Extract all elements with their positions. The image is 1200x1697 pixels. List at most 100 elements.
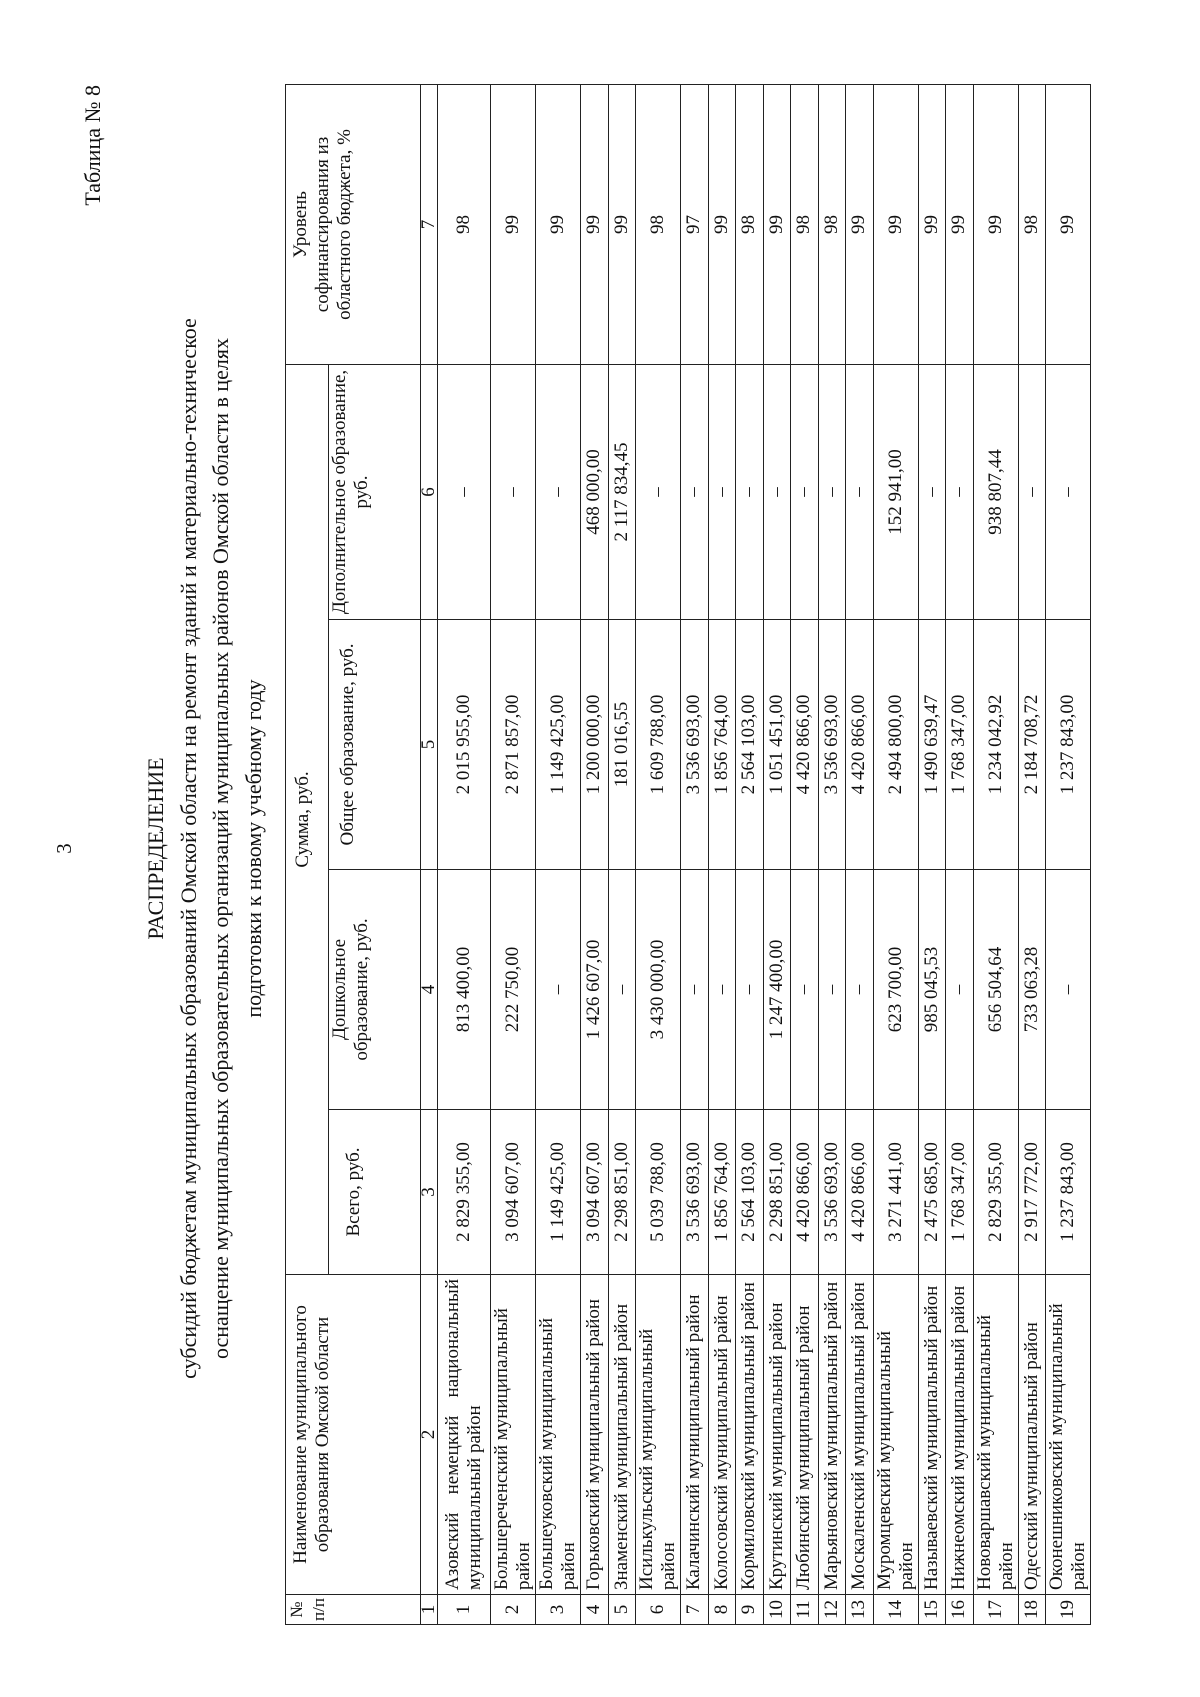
table-row: 8 Колосовский муниципальный район 1 856 76… <box>708 84 736 1625</box>
row-total: 3 536 693,00 <box>680 1109 708 1275</box>
row-level: 99 <box>845 84 873 365</box>
row-preschool: 813 400,00 <box>437 869 491 1110</box>
row-level: 99 <box>945 84 973 365</box>
table-row: 7 Калачинский муниципальный район 3 536 69… <box>680 84 708 1625</box>
row-number: 5 <box>608 1594 636 1625</box>
row-preschool: – <box>535 869 581 1110</box>
row-number: 13 <box>845 1594 873 1625</box>
row-level: 98 <box>635 84 681 365</box>
row-name: Нововаршавский муниципальный район <box>973 1274 1018 1595</box>
row-name: Колосовский муниципальный район <box>708 1274 736 1595</box>
column-number: 4 <box>418 869 439 1110</box>
row-level: 99 <box>763 84 791 365</box>
row-total: 3 271 441,00 <box>873 1109 918 1275</box>
row-total: 4 420 866,00 <box>790 1109 818 1275</box>
row-general: 1 768 347,00 <box>945 619 973 870</box>
row-general: 1 237 843,00 <box>1045 619 1091 870</box>
row-number: 18 <box>1018 1594 1046 1625</box>
row-preschool: – <box>845 869 873 1110</box>
row-preschool: – <box>680 869 708 1110</box>
table-row: 6 Исилькульский муниципальный район 5 039 … <box>635 84 681 1625</box>
row-level: 99 <box>873 84 918 365</box>
row-name: Горьковский муниципальный район <box>580 1274 608 1595</box>
header-name: Наименование муниципального образования … <box>285 1274 421 1595</box>
row-preschool: 1 426 607,00 <box>580 869 608 1110</box>
row-total: 2 298 851,00 <box>608 1109 636 1275</box>
table-row: 16 Нижнеомский муниципальный район 1 768 3… <box>945 84 973 1625</box>
row-level: 99 <box>973 84 1018 365</box>
row-number: 16 <box>945 1594 973 1625</box>
table-row: 10 Крутинский муниципальный район 2 298 85… <box>763 84 791 1625</box>
row-level: 99 <box>608 84 636 365</box>
row-general: 2 871 857,00 <box>490 619 536 870</box>
row-number: 1 <box>437 1594 491 1625</box>
row-level: 98 <box>1018 84 1046 365</box>
row-general: 4 420 866,00 <box>845 619 873 870</box>
row-level: 99 <box>918 84 946 365</box>
row-name: Любинский муниципальный район <box>790 1274 818 1595</box>
row-name: Марьяновский муниципальный район <box>818 1274 846 1595</box>
page-number: 3 <box>52 843 76 854</box>
row-total: 1 856 764,00 <box>708 1109 736 1275</box>
row-total: 2 475 685,00 <box>918 1109 946 1275</box>
row-number: 17 <box>973 1594 1018 1625</box>
row-name: Калачинский муниципальный район <box>680 1274 708 1595</box>
row-name: Кормиловский муниципальный район <box>735 1274 763 1595</box>
row-level: 99 <box>490 84 536 365</box>
title-line: субсидий бюджетам муниципальных образова… <box>175 318 201 1379</box>
row-name: Знаменский муниципальный район <box>608 1274 636 1595</box>
row-name: Большеуковский муниципальный район <box>535 1274 581 1595</box>
row-additional: – <box>535 364 581 620</box>
row-additional: – <box>1018 364 1046 620</box>
row-additional: – <box>1045 364 1091 620</box>
row-additional: – <box>845 364 873 620</box>
row-total: 2 298 851,00 <box>763 1109 791 1275</box>
row-general: 3 536 693,00 <box>680 619 708 870</box>
document-title: РАСПРЕДЕЛЕНИЕ субсидий бюджетам муниципа… <box>140 0 270 1697</box>
column-number: 3 <box>418 1109 439 1275</box>
row-name: Большереченский муниципальный район <box>490 1274 536 1595</box>
row-number: 14 <box>873 1594 918 1625</box>
table-row: 9 Кормиловский муниципальный район 2 564 1… <box>735 84 763 1625</box>
row-general: 2 015 955,00 <box>437 619 491 870</box>
row-additional: 2 117 834,45 <box>608 364 636 620</box>
row-preschool: 623 700,00 <box>873 869 918 1110</box>
row-level: 99 <box>535 84 581 365</box>
distribution-table: № п/п Наименование муниципального образо… <box>285 84 1091 1625</box>
row-additional: 468 000,00 <box>580 364 608 620</box>
row-preschool: – <box>945 869 973 1110</box>
table-row: 3 Большеуковский муниципальный район 1 149… <box>535 84 581 1625</box>
row-name: Исилькульский муниципальный район <box>635 1274 681 1595</box>
row-additional: – <box>437 364 491 620</box>
row-number: 12 <box>818 1594 846 1625</box>
row-level: 98 <box>735 84 763 365</box>
row-general: 1 234 042,92 <box>973 619 1018 870</box>
row-preschool: 3 430 000,00 <box>635 869 681 1110</box>
row-additional: – <box>945 364 973 620</box>
row-total: 2 829 355,00 <box>973 1109 1018 1275</box>
row-name: Называевский муниципальный район <box>918 1274 946 1595</box>
row-additional: – <box>680 364 708 620</box>
row-preschool: – <box>608 869 636 1110</box>
row-additional: – <box>918 364 946 620</box>
header-preschool: Дошкольное образование, руб. <box>328 869 421 1110</box>
row-level: 98 <box>818 84 846 365</box>
table-row: 15 Называевский муниципальный район 2 475 … <box>918 84 946 1625</box>
row-general: 4 420 866,00 <box>790 619 818 870</box>
row-number: 9 <box>735 1594 763 1625</box>
column-number: 6 <box>418 364 439 620</box>
row-total: 1 149 425,00 <box>535 1109 581 1275</box>
row-name: Оконешниковский муниципальный район <box>1045 1274 1091 1595</box>
column-numbers-row: 1 2 3 4 5 6 7 <box>418 84 439 1625</box>
column-number: 2 <box>418 1274 439 1595</box>
row-additional: 152 941,00 <box>873 364 918 620</box>
title-line: подготовки к новому учебному году <box>240 679 266 1018</box>
row-additional: 938 807,44 <box>973 364 1018 620</box>
row-level: 99 <box>580 84 608 365</box>
row-additional: – <box>735 364 763 620</box>
row-level: 99 <box>1045 84 1091 365</box>
row-total: 2 564 103,00 <box>735 1109 763 1275</box>
row-total: 5 039 788,00 <box>635 1109 681 1275</box>
row-number: 19 <box>1045 1594 1091 1625</box>
row-preschool: 656 504,64 <box>973 869 1018 1110</box>
